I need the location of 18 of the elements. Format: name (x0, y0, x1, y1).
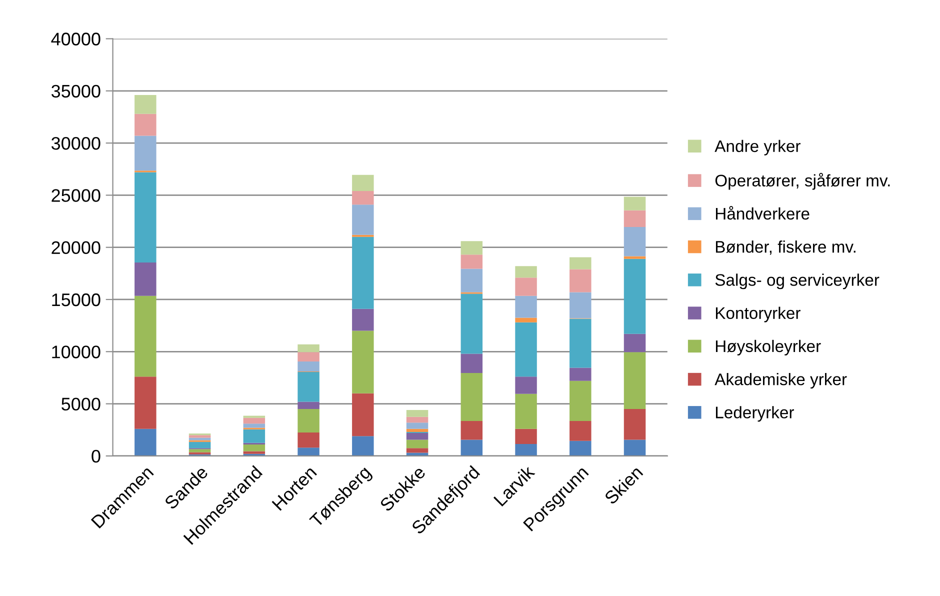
y-tick-label: 40000 (51, 32, 100, 46)
y-tick-label: 10000 (52, 346, 100, 358)
legend-label: Håndverkere (716, 206, 810, 220)
y-tick-label: 20000 (52, 241, 100, 254)
y-tick-label: 25000 (52, 189, 100, 202)
legend-label: Kontoryrker (716, 306, 800, 322)
legend-label: Andre yrker (714, 140, 800, 156)
y-tick-label: 30000 (51, 136, 100, 150)
y-tick-label: 5000 (62, 398, 100, 411)
legend-label: Operatører, sjåfører mv. (715, 172, 890, 190)
legend-label: Akademiske yrker (714, 373, 847, 389)
legend-label: Lederyrker (716, 406, 794, 422)
legend-label: Høyskoleyrker (716, 340, 821, 356)
legend-label: Bønder, fiskere mv. (716, 240, 856, 255)
legend-label: Salgs- og serviceyrker (715, 274, 880, 290)
y-tick-label: 15000 (52, 293, 100, 306)
y-tick-label: 0 (92, 450, 100, 463)
y-tick-label: 35000 (51, 84, 100, 98)
